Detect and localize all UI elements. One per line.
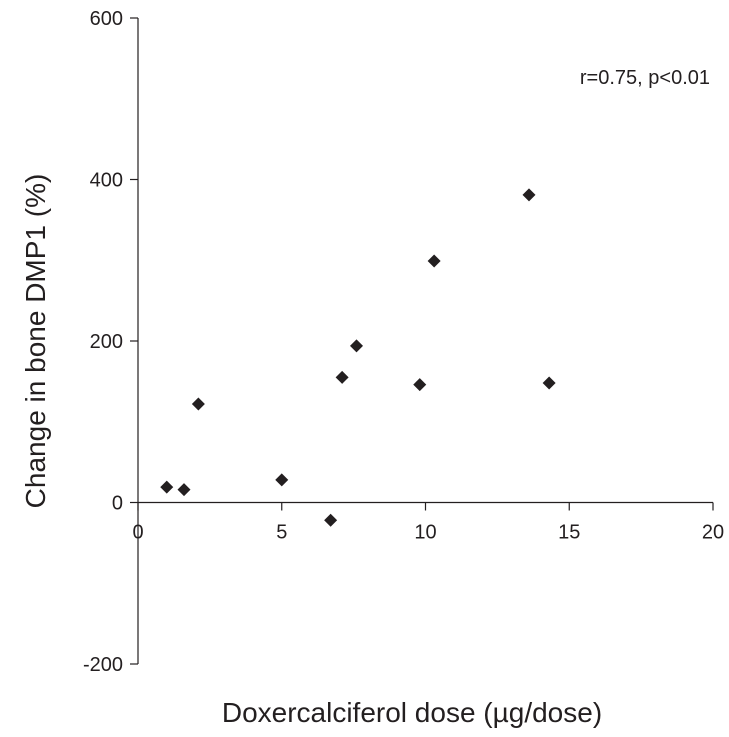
x-tick-label: 10 <box>414 522 436 544</box>
data-point <box>324 513 338 527</box>
axes <box>130 17 714 665</box>
data-points <box>160 188 556 527</box>
data-point <box>335 370 349 384</box>
data-point <box>191 397 205 411</box>
data-point <box>350 339 363 353</box>
y-tick-label: 0 <box>112 493 123 515</box>
data-point <box>160 480 174 494</box>
x-tick-label: 0 <box>132 522 143 544</box>
correlation-annotation: r=0.75, p<0.01 <box>580 67 710 89</box>
y-axis-title: Change in bone DMP1 (%) <box>20 174 51 509</box>
data-point <box>413 378 427 392</box>
data-point <box>275 473 289 487</box>
x-tick-label: 20 <box>702 522 724 544</box>
x-axis-title: Doxercalciferol dose (µg/dose) <box>222 697 602 728</box>
y-tick-label: 200 <box>90 331 123 353</box>
y-tick-label: 600 <box>90 8 123 30</box>
data-point <box>522 188 536 202</box>
tick-labels: -200 0 200 400 600 0 5 10 15 20 <box>83 8 724 676</box>
y-tick-label: 400 <box>90 170 123 192</box>
x-tick-label: 15 <box>558 522 580 544</box>
x-tick-label: 5 <box>276 522 287 544</box>
data-point <box>427 254 441 268</box>
data-point <box>542 376 556 390</box>
data-point <box>177 483 191 497</box>
y-tick-label: -200 <box>83 654 123 676</box>
